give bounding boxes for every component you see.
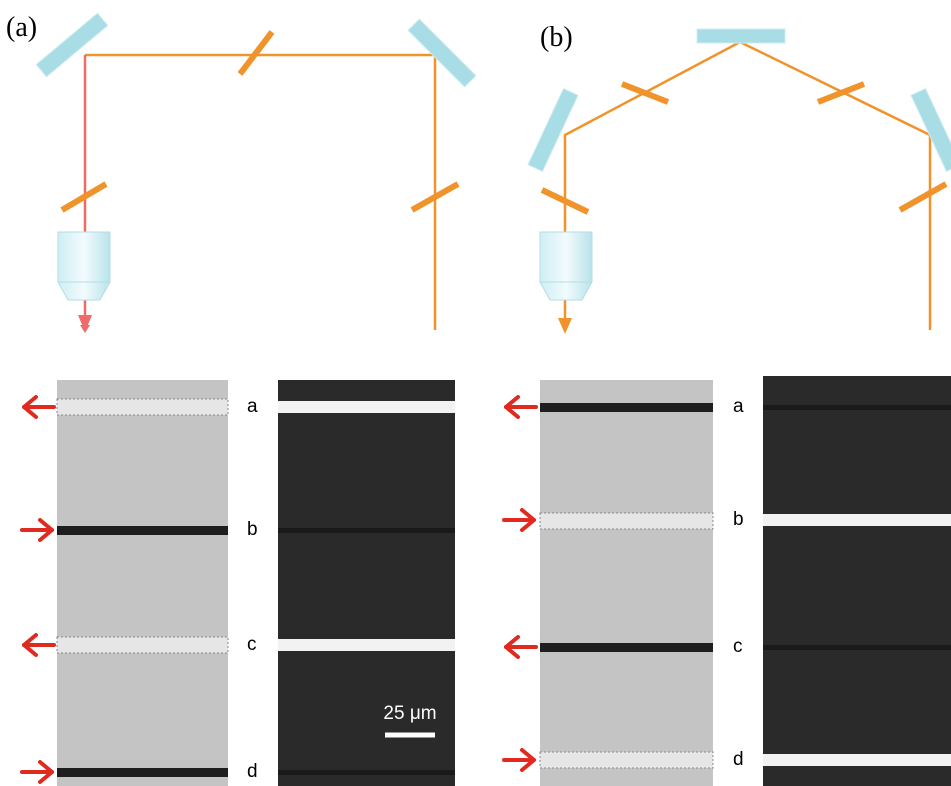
arrows-b: [504, 397, 536, 770]
scale-bar-label: 25 μm: [383, 703, 436, 724]
row-label: b: [247, 519, 258, 540]
panel-label: (b): [540, 22, 573, 53]
row-label: c: [733, 636, 743, 657]
row-label: b: [733, 509, 744, 530]
setup-a: [36, 13, 476, 333]
row-label: d: [733, 749, 744, 770]
row-label: d: [247, 761, 258, 782]
setup-b: [528, 29, 951, 334]
row-label: a: [733, 396, 744, 417]
arrows-a: [22, 397, 54, 782]
images-b: [540, 376, 951, 786]
figure: (a) (b): [0, 0, 951, 786]
images-a: [57, 380, 455, 786]
row-label: a: [247, 396, 258, 417]
row-label: c: [247, 634, 257, 655]
panel-label: (a): [6, 12, 37, 43]
